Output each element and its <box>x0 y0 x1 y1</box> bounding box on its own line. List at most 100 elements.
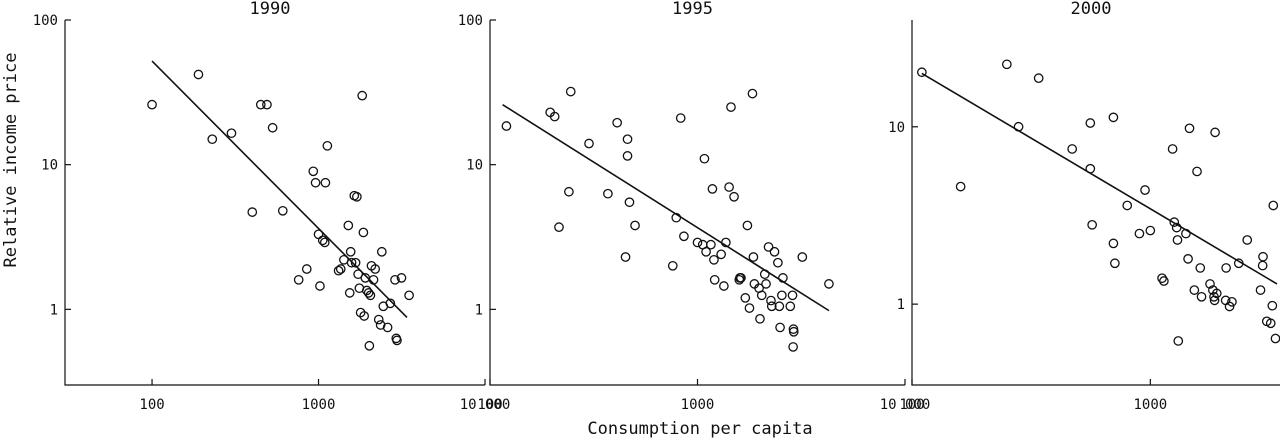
y-tick-label: 1 <box>897 297 905 313</box>
data-point <box>277 205 288 216</box>
data-point <box>777 290 787 301</box>
data-point <box>226 128 237 139</box>
data-point <box>709 254 719 265</box>
data-point <box>1172 235 1183 245</box>
data-point <box>1196 291 1207 302</box>
data-point <box>364 340 375 351</box>
data-point <box>1227 297 1237 307</box>
data-point <box>1211 288 1222 299</box>
data-point <box>707 184 718 194</box>
data-point <box>756 290 767 301</box>
data-point <box>310 177 321 188</box>
data-point <box>622 134 633 145</box>
data-point <box>1085 163 1096 174</box>
data-point <box>554 222 564 232</box>
x-tick-label: 10 000 <box>880 397 931 413</box>
data-point <box>368 274 379 285</box>
panel-2000: 2000 1 10 100 1000 <box>888 0 1280 413</box>
data-point <box>1265 318 1276 329</box>
data-point <box>620 252 631 262</box>
data-point <box>699 153 710 164</box>
data-point <box>1108 238 1119 249</box>
data-point <box>382 322 393 333</box>
x-tick-label: 1000 <box>681 397 715 413</box>
data-point <box>630 220 640 231</box>
data-point <box>317 235 328 246</box>
data-point <box>1159 276 1169 286</box>
axis-frame <box>489 20 905 386</box>
data-point <box>385 298 396 309</box>
data-point <box>797 252 808 262</box>
data-point <box>346 257 357 268</box>
y-tick-label: 10 <box>41 158 58 174</box>
data-point <box>748 252 759 262</box>
data-point <box>313 229 324 240</box>
data-point <box>1184 123 1195 134</box>
data-point <box>1108 112 1119 123</box>
data-point <box>363 288 374 298</box>
data-point <box>1270 333 1280 344</box>
data-point <box>565 86 576 97</box>
data-point <box>1173 336 1184 346</box>
fit-line <box>151 60 408 318</box>
data-point <box>709 274 720 285</box>
data-point <box>293 274 304 285</box>
data-point <box>726 102 736 112</box>
data-point <box>390 274 400 285</box>
data-point <box>345 246 356 257</box>
data-point <box>774 301 785 312</box>
data-point <box>778 273 788 283</box>
data-point <box>344 288 355 298</box>
data-point <box>1171 222 1182 233</box>
y-tick-label: 100 <box>33 13 58 29</box>
data-point <box>350 257 361 268</box>
fit-line <box>502 103 830 312</box>
data-point <box>1169 217 1180 227</box>
data-point <box>357 90 368 101</box>
data-point <box>1205 279 1215 289</box>
panel-title: 1995 <box>672 0 713 19</box>
data-point <box>706 239 716 250</box>
data-point <box>1122 200 1133 211</box>
x-tick-label: 100 <box>139 397 164 413</box>
data-point <box>1183 254 1193 264</box>
data-point <box>692 237 703 248</box>
data-point <box>584 138 594 149</box>
data-point <box>1085 118 1096 128</box>
data-point <box>1167 144 1178 154</box>
y-tick-label: 1 <box>50 302 58 318</box>
data-point <box>1110 258 1120 269</box>
data-point <box>352 191 362 202</box>
data-point <box>370 264 381 274</box>
data-point <box>193 69 204 80</box>
data-point <box>773 257 783 268</box>
data-point <box>315 281 325 291</box>
data-point <box>769 246 780 257</box>
data-point <box>763 242 774 252</box>
data-point <box>671 212 682 223</box>
data-point <box>1001 59 1012 70</box>
data-point <box>319 237 330 248</box>
data-point <box>322 140 333 151</box>
data-point <box>747 88 758 99</box>
data-point <box>719 281 729 291</box>
axis-frame <box>64 20 485 386</box>
x-tick-label: 10 000 <box>460 397 511 413</box>
data-point <box>1233 258 1244 269</box>
data-point <box>724 182 734 192</box>
data-point <box>301 264 312 274</box>
data-point <box>766 301 777 312</box>
data-point <box>1181 228 1191 239</box>
data-point <box>1224 301 1235 312</box>
data-point <box>255 99 266 110</box>
data-point <box>359 311 370 321</box>
data-point <box>1192 166 1202 177</box>
y-tick-label: 100 <box>458 13 483 29</box>
data-point <box>335 264 346 274</box>
data-point <box>1033 73 1044 84</box>
data-point <box>755 313 765 324</box>
data-point <box>1013 121 1024 132</box>
data-point <box>603 188 613 199</box>
data-point <box>262 99 272 110</box>
